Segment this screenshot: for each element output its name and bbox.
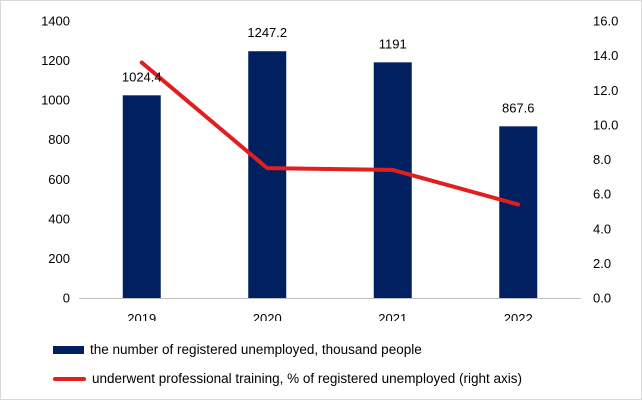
x-tick-label: 2020 xyxy=(253,311,282,321)
left-tick-label: 800 xyxy=(48,132,70,147)
legend-line-swatch xyxy=(53,376,86,381)
left-tick-label: 600 xyxy=(48,172,70,187)
x-tick-label: 2019 xyxy=(127,311,156,321)
right-tick-label: 6.0 xyxy=(593,187,611,202)
bar xyxy=(373,62,412,298)
left-tick-label: 1200 xyxy=(41,53,70,68)
left-axis-ticks: 0 200 400 600 800 1000 1200 1400 xyxy=(41,14,70,306)
right-tick-label: 4.0 xyxy=(593,221,611,236)
bar-data-label: 1247.2 xyxy=(247,25,287,40)
x-axis-ticks: 2019 2020 2021 2022 xyxy=(127,311,532,321)
bar xyxy=(122,95,161,298)
left-tick-label: 400 xyxy=(48,211,70,226)
right-tick-label: 12.0 xyxy=(593,83,618,98)
bar-data-label: 1024.4 xyxy=(122,69,162,84)
legend-line-label: underwent professional training, % of re… xyxy=(92,371,522,386)
left-tick-label: 0 xyxy=(63,291,70,306)
right-tick-label: 10.0 xyxy=(593,117,618,132)
legend-bar-label: the number of registered unemployed, tho… xyxy=(90,342,422,357)
x-tick-label: 2021 xyxy=(378,311,407,321)
bar-data-label: 867.6 xyxy=(502,100,535,115)
chart-plot: 0 200 400 600 800 1000 1200 1400 0.0 2.0 4.0 6.0 8.… xyxy=(41,14,618,322)
line-series xyxy=(139,60,521,207)
bar xyxy=(499,126,538,298)
data-labels: 1024.4 1247.2 1191 867.6 xyxy=(122,25,535,115)
bar-data-label: 1191 xyxy=(379,36,407,51)
bar-series xyxy=(122,51,538,298)
line-series-path xyxy=(139,60,521,207)
right-tick-label: 16.0 xyxy=(593,14,618,29)
bar xyxy=(248,51,287,298)
right-tick-label: 0.0 xyxy=(593,291,611,306)
x-tick-label: 2022 xyxy=(504,311,533,321)
left-tick-label: 1000 xyxy=(41,93,70,108)
right-tick-label: 2.0 xyxy=(593,256,611,271)
legend-item-line: underwent professional training, % of re… xyxy=(53,371,522,386)
right-axis-ticks: 0.0 2.0 4.0 6.0 8.0 10.0 12.0 14.0 16.0 xyxy=(593,14,618,306)
legend-item-bars: the number of registered unemployed, tho… xyxy=(53,342,422,357)
left-tick-label: 200 xyxy=(48,251,70,266)
left-tick-label: 1400 xyxy=(41,14,70,29)
right-tick-label: 8.0 xyxy=(593,152,611,167)
right-tick-label: 14.0 xyxy=(593,48,618,63)
legend-bar-swatch xyxy=(53,345,84,354)
